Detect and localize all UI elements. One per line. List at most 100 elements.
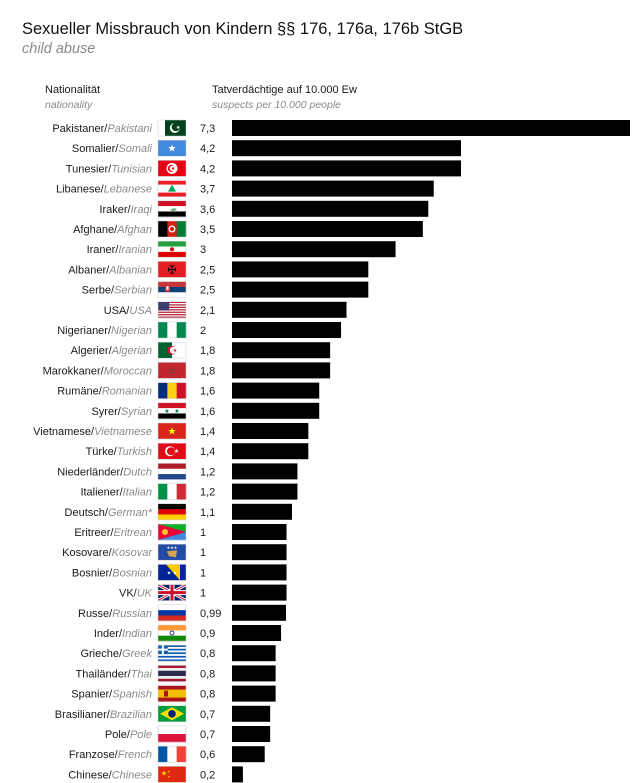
value-header-en: suspects per 10.000 people	[212, 99, 342, 111]
tunisia-flag-icon: ★	[157, 160, 187, 177]
category-label-de: Inder/	[94, 628, 123, 640]
value-label: 0,8	[200, 689, 215, 701]
nigeria-flag-icon	[157, 321, 187, 339]
chart-row-uk: VK/UK 1	[119, 583, 287, 602]
chart-row-iranian: Iraner/Iranian 3	[87, 240, 396, 258]
nationality-header-de: Nationalität	[45, 84, 101, 96]
svg-text:★★★: ★★★	[167, 545, 178, 550]
bar	[232, 766, 243, 783]
category-label-de: Türke/	[86, 446, 118, 458]
usa-flag-icon	[157, 301, 187, 319]
category-label: Kosovare/Kosovar	[62, 547, 153, 559]
bar	[232, 463, 298, 480]
category-label: Bosnier/Bosnian	[72, 567, 152, 579]
category-label-de: Grieche/	[80, 648, 123, 660]
turkey-flag-icon: ★	[157, 442, 187, 460]
svg-text:★: ★	[168, 774, 171, 778]
category-label-de: Franzose/	[69, 749, 119, 761]
category-label: Rumäne/Romanian	[57, 386, 152, 398]
category-label-de: VK/	[119, 588, 138, 600]
bar	[232, 382, 320, 399]
italy-flag-icon	[157, 483, 187, 500]
france-flag-icon	[157, 745, 187, 763]
value-label: 0,2	[200, 769, 215, 781]
category-label-en: Chinese	[112, 769, 152, 781]
category-label-de: Russe/	[78, 608, 113, 620]
value-label: 2	[200, 325, 206, 337]
chart-row-pole: Pole/Pole 0,7	[105, 725, 271, 743]
category-label-de: Chinese/	[68, 769, 112, 781]
value-header-de: Tatverdächtige auf 10.000 Ew	[212, 84, 357, 96]
value-label: 1,4	[200, 426, 215, 438]
category-label: Russe/Russian	[78, 608, 152, 620]
svg-text:★: ★	[176, 125, 181, 131]
category-label: Algerier/Algerian	[71, 345, 152, 357]
category-label: Vietnamese/Vietnamese	[33, 426, 152, 438]
svg-text:★: ★	[174, 448, 179, 455]
category-label-de: Syrer/	[91, 406, 121, 418]
chart-subtitle: child abuse	[22, 41, 96, 57]
category-label-en: Moroccan	[104, 365, 152, 377]
value-label: 4,2	[200, 143, 215, 155]
value-label: 3,5	[200, 224, 215, 236]
category-label-en: Somali	[118, 143, 152, 155]
iran-flag-icon	[157, 240, 187, 258]
china-flag-icon: ★ ★★	[157, 766, 187, 783]
somalia-flag-icon: ★	[157, 139, 187, 157]
bar	[232, 120, 630, 136]
value-label: 1,4	[200, 446, 215, 458]
bar	[232, 705, 271, 722]
value-label: 0,9	[200, 628, 215, 640]
svg-text:★: ★	[173, 348, 178, 354]
svg-text:★: ★	[161, 769, 167, 777]
category-label: Marokkaner/Moroccan	[43, 365, 152, 377]
category-label-en: Pole	[130, 729, 152, 741]
category-label: Inder/Indian	[94, 628, 152, 640]
svg-text:★: ★	[168, 769, 171, 773]
category-label-de: Somalier/	[72, 143, 119, 155]
chart-row-brazilian: Brasilianer/Brazilian 0,7	[55, 705, 271, 723]
value-label: 1,8	[200, 345, 215, 357]
category-label-en: Kosovar	[112, 547, 154, 559]
value-label: 1	[200, 588, 206, 600]
category-label-en: Tunisian	[111, 163, 152, 175]
category-label-en: Algerian	[111, 345, 152, 357]
category-label: Syrer/Syrian	[91, 406, 152, 418]
category-label-en: UK	[137, 588, 153, 600]
category-label: Nigerianer/Nigerian	[57, 325, 152, 337]
chart-row-eritrean: Eritreer/Eritrean 1	[74, 523, 287, 541]
greece-flag-icon	[157, 644, 187, 662]
category-label-en: Nigerian	[111, 325, 152, 337]
pakistan-flag-icon: ★	[157, 119, 187, 137]
afghanistan-flag-icon	[157, 220, 187, 238]
category-label-de: Eritreer/	[74, 527, 114, 539]
lebanon-flag-icon	[157, 180, 187, 197]
category-label: VK/UK	[119, 588, 153, 600]
category-label-en: Italian	[123, 487, 152, 499]
thailand-flag-icon	[157, 665, 187, 682]
category-label-de: Kosovare/	[62, 547, 112, 559]
chart-row-serbian: Serbe/Serbian 2,5	[82, 281, 369, 298]
value-label: 1,6	[200, 386, 215, 398]
value-label: 1,2	[200, 487, 215, 499]
bar	[232, 241, 396, 258]
category-label-de: Pole/	[105, 729, 131, 741]
chart-row-vietnamese: Vietnamese/Vietnamese ★ 1,4	[33, 422, 309, 440]
brazil-flag-icon	[157, 705, 187, 723]
chart-row-thai: Thailänder/Thai 0,8	[76, 665, 276, 682]
value-header: Tatverdächtige auf 10.000 Ew suspects pe…	[212, 83, 357, 113]
bar	[232, 685, 276, 702]
category-label: Deutsch/German*	[65, 507, 153, 519]
svg-text:★: ★	[174, 408, 179, 415]
value-label: 2,1	[200, 305, 215, 317]
chart-row-lebanese: Libanese/Lebanese 3,7	[56, 180, 434, 197]
bar	[232, 261, 369, 278]
category-label-de: Albaner/	[68, 264, 110, 276]
category-label: Brasilianer/Brazilian	[55, 709, 152, 721]
bar	[232, 625, 282, 641]
chart-row-dutch: Niederländer/Dutch 1,2	[57, 463, 298, 480]
value-label: 2,5	[200, 285, 215, 297]
category-label-de: Nigerianer/	[57, 325, 112, 337]
svg-text:✠: ✠	[167, 263, 176, 276]
value-label: 3,6	[200, 204, 215, 216]
